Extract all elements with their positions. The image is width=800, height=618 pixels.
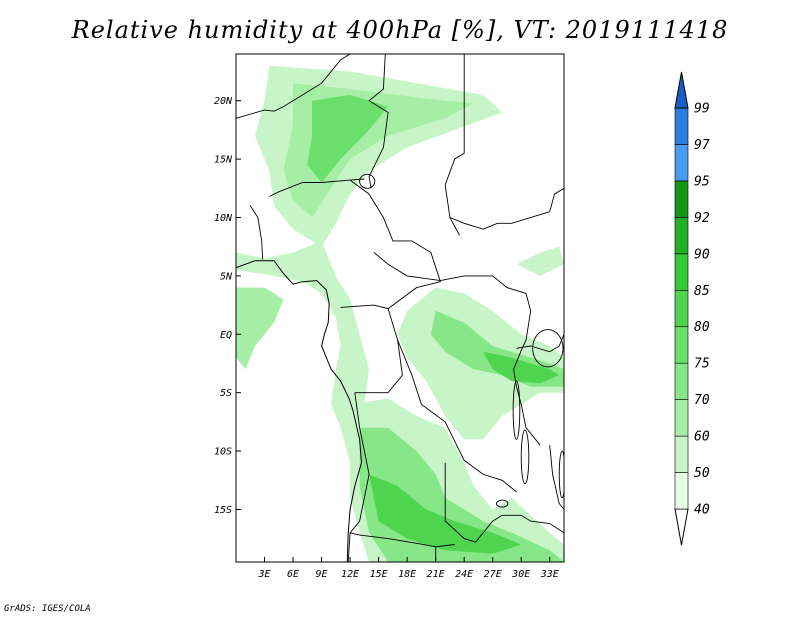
colorbar-segment — [674, 107, 689, 145]
lat-tick-label: 10N — [214, 213, 233, 224]
colorbar-label: 92 — [694, 211, 710, 226]
country-border-16 — [549, 445, 564, 510]
map-title: Relative humidity at 400hPa [%], VT: 201… — [71, 16, 729, 44]
grads-credit: GrADS: IGES/COLA — [4, 604, 91, 614]
lake-outline-0 — [359, 173, 376, 189]
map-frame — [235, 53, 565, 563]
country-border-11 — [397, 339, 517, 493]
lon-tick-label: 24E — [455, 569, 473, 580]
country-border-5 — [373, 252, 527, 294]
lat-tick-label: 15S — [214, 505, 232, 516]
lake-outline-3 — [520, 429, 530, 485]
country-border-2 — [249, 205, 264, 260]
colorbar-label: 99 — [694, 102, 710, 117]
country-border-0 — [236, 54, 351, 119]
lake-outline-5 — [496, 499, 509, 508]
lon-tick-label: 12E — [341, 569, 359, 580]
lon-tick-label: 27E — [484, 569, 502, 580]
humidity-region-2 — [307, 94, 389, 183]
lon-tick-label: 15E — [370, 569, 388, 580]
colorbar-label: 85 — [694, 284, 710, 299]
colorbar-upper-arrow — [674, 71, 689, 109]
boundary-layer — [236, 54, 564, 562]
colorbar-label: 70 — [694, 393, 710, 408]
lon-tick-label: 3E — [257, 569, 270, 580]
humidity-fill-layer — [236, 65, 564, 562]
country-border-8 — [549, 187, 564, 212]
latitude-axis: 20N 15N 10N 5N EQ 5S 10S 15S — [214, 96, 241, 516]
country-border-10 — [354, 308, 403, 394]
colorbar-segment — [674, 289, 689, 328]
colorbar-label: 80 — [694, 320, 710, 335]
lake-outline-2 — [512, 380, 521, 440]
country-border-15 — [516, 334, 564, 353]
colorbar-segment — [674, 362, 689, 400]
lat-tick-label: 10S — [214, 447, 232, 458]
lat-tick-label: 5N — [220, 271, 233, 282]
country-border-4 — [340, 179, 441, 310]
lat-tick-label: EQ — [220, 330, 232, 341]
country-border-6 — [444, 54, 465, 236]
lon-tick-label: 30E — [511, 569, 530, 580]
lon-tick-label: 6E — [287, 569, 299, 580]
country-border-7 — [449, 211, 550, 230]
colorbar-segment — [674, 253, 689, 291]
lon-tick-label: 9E — [316, 569, 328, 580]
colorbar-segment — [674, 399, 689, 437]
colorbar-segment — [674, 144, 689, 182]
humidity-region-11 — [516, 246, 564, 276]
country-border-12 — [349, 392, 455, 548]
country-border-1 — [368, 54, 389, 189]
colorbar-label: 90 — [694, 247, 710, 262]
humidity-region-10 — [483, 351, 560, 384]
colorbar-label: 97 — [694, 138, 710, 153]
lake-outline-4 — [558, 450, 564, 499]
colorbar-label: 75 — [694, 357, 710, 372]
humidity-region-4 — [236, 287, 284, 370]
lat-tick-label: 5S — [220, 388, 232, 399]
lon-tick-label: 33E — [540, 569, 559, 580]
humidity-region-3 — [236, 240, 370, 463]
colorbar-segment — [674, 217, 689, 255]
colorbar-legend: 40 50 60 70 75 80 85 90 92 95 97 99 — [674, 71, 710, 546]
lake-outline-1 — [532, 329, 564, 368]
lat-tick-label: 15N — [214, 155, 233, 166]
lat-tick-label: 20N — [214, 96, 233, 107]
country-border-13 — [444, 462, 564, 543]
colorbar-label: 50 — [694, 466, 710, 481]
colorbar-segment — [674, 180, 689, 218]
colorbar-segment — [674, 326, 689, 364]
longitude-axis: 3E 6E 9E 12E 15E 18E 21E 24E 27E 30E 33E — [257, 557, 559, 580]
coastline — [236, 260, 363, 562]
colorbar-lower-arrow — [674, 508, 689, 546]
colorbar-label: 40 — [694, 503, 710, 518]
colorbar-segment — [674, 435, 689, 473]
humidity-region-7 — [369, 474, 522, 554]
lon-tick-label: 21E — [427, 569, 445, 580]
country-border-17 — [347, 532, 351, 562]
colorbar-label: 60 — [694, 430, 710, 445]
colorbar-label: 95 — [694, 174, 710, 189]
colorbar-segment — [674, 472, 689, 510]
country-border-3 — [269, 178, 365, 197]
lon-tick-label: 18E — [398, 569, 416, 580]
country-border-14 — [513, 293, 541, 446]
